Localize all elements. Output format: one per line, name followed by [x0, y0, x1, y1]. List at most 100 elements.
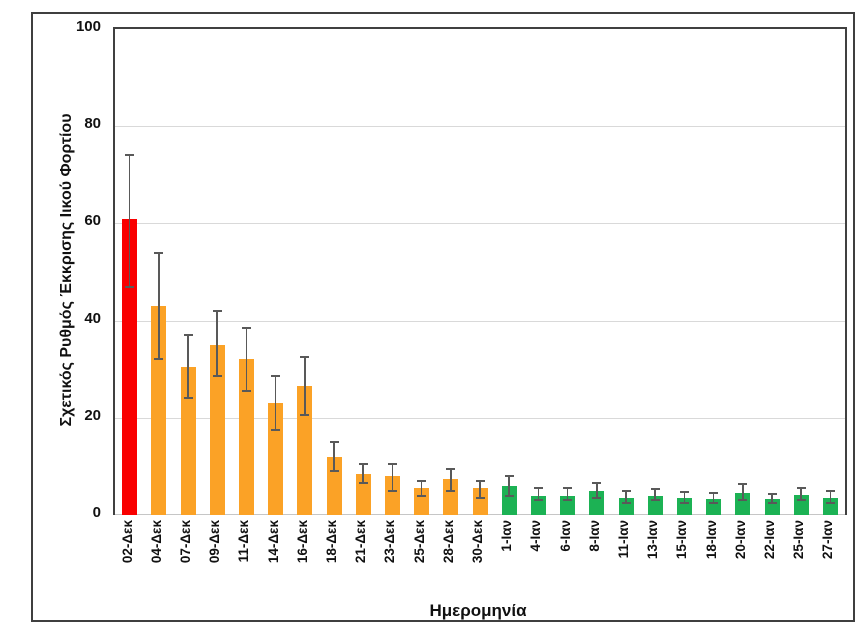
bar: [122, 218, 138, 515]
x-tick-label: 02-Δεκ: [119, 520, 135, 564]
bar: [151, 306, 167, 515]
y-tick-label: 20: [84, 406, 101, 424]
error-bar: [771, 493, 773, 504]
error-bar: [625, 490, 627, 503]
error-bar-cap: [329, 470, 339, 473]
x-tick-label: 22-Ιαν: [762, 520, 777, 560]
bar: [589, 490, 605, 515]
error-bar-cap: [387, 489, 397, 492]
error-bar-cap: [212, 309, 222, 312]
x-tick-label: 23-Δεκ: [382, 520, 398, 564]
error-bar-cap: [387, 462, 397, 465]
error-bar: [479, 480, 481, 498]
error-bar: [596, 483, 598, 498]
error-bar-cap: [709, 502, 719, 505]
x-tick-label: 1-Ιαν: [499, 520, 515, 552]
error-bar-cap: [446, 467, 456, 470]
y-tick-label: 100: [75, 18, 101, 35]
x-tick-label: 8-Ιαν: [586, 520, 602, 552]
x-tick-label: 18-Ιαν: [703, 520, 719, 560]
error-bar-cap: [767, 492, 777, 495]
bar: [384, 476, 400, 515]
bar: [268, 403, 284, 515]
error-bar-cap: [563, 499, 573, 502]
error-bar: [683, 492, 686, 503]
error-bar-cap: [738, 483, 748, 486]
error-bar: [450, 468, 452, 491]
error-bar-cap: [241, 390, 251, 393]
error-bar-cap: [825, 501, 835, 504]
bar: [735, 493, 751, 515]
error-bar-cap: [446, 489, 456, 492]
error-bar: [391, 463, 394, 491]
y-axis-title: Σχετικός Ρυθμός Έκκρισης Ιικού Φορτίου: [58, 113, 75, 427]
x-tick-label: 11-Ιαν: [616, 520, 631, 559]
gridline: [115, 223, 845, 225]
error-bar-cap: [592, 482, 602, 485]
error-bar: [742, 484, 744, 501]
error-bar: [304, 357, 306, 416]
error-bar-cap: [358, 482, 368, 485]
x-tick-label: 6-Ιαν: [557, 520, 573, 552]
error-bar: [274, 376, 277, 430]
bar: [180, 366, 196, 515]
error-bar-cap: [271, 428, 281, 431]
x-tick-label: 13-Ιαν: [645, 520, 661, 560]
x-tick-label: 04-Δεκ: [148, 520, 164, 564]
error-bar-cap: [475, 479, 485, 482]
error-bar: [362, 463, 364, 484]
error-bar-cap: [300, 356, 310, 359]
error-bar-cap: [271, 375, 281, 378]
error-bar: [654, 489, 656, 501]
x-tick-label: 11-Δεκ: [236, 520, 252, 563]
error-bar-cap: [679, 501, 689, 504]
error-bar-cap: [709, 492, 719, 495]
error-bar: [420, 480, 423, 496]
error-bar-cap: [417, 494, 427, 497]
error-bar: [508, 476, 510, 496]
bar: [297, 386, 313, 515]
error-bar-cap: [358, 462, 368, 465]
error-bar-cap: [738, 499, 748, 502]
error-bar-cap: [125, 285, 135, 288]
error-bar-cap: [183, 397, 193, 400]
x-axis-title: Ημερομηνία: [429, 601, 527, 620]
error-bar-cap: [241, 326, 251, 329]
error-bar: [128, 155, 131, 287]
error-bar: [245, 327, 248, 392]
x-tick-label: 14-Δεκ: [265, 520, 281, 564]
error-bar-cap: [650, 488, 660, 491]
x-tick-label: 30-Δεκ: [470, 520, 485, 564]
error-bar-cap: [650, 499, 660, 502]
error-bar-cap: [329, 441, 339, 444]
error-bar-cap: [533, 499, 543, 502]
error-bar: [712, 493, 715, 504]
x-tick-label: 4-Ιαν: [528, 520, 544, 552]
error-bar: [800, 488, 802, 501]
plot-area: [113, 27, 847, 515]
error-bar-cap: [621, 501, 631, 504]
x-tick-label: 27-Ιαν: [820, 520, 836, 560]
error-bar-cap: [796, 487, 806, 490]
error-bar-cap: [504, 475, 514, 478]
error-bar: [829, 491, 832, 503]
error-bar: [158, 252, 160, 360]
error-bar-cap: [825, 490, 835, 493]
x-tick-label: 25-Δεκ: [411, 520, 427, 564]
error-bar-cap: [592, 496, 602, 499]
error-bar-cap: [212, 375, 222, 378]
x-tick-label: 09-Δεκ: [207, 520, 223, 564]
y-tick-label: 40: [84, 309, 101, 327]
error-bar-cap: [417, 479, 427, 482]
error-bar-cap: [154, 251, 164, 254]
x-tick-label: 07-Δεκ: [178, 520, 193, 564]
bar: [209, 344, 225, 515]
chart-figure: 0 20 40 60 80 100 02-Δεκ 04-Δεκ 07-Δεκ 09-Δεκ 11-…: [31, 12, 855, 622]
error-bar-cap: [475, 496, 485, 499]
error-bar: [537, 488, 540, 501]
bar: [472, 488, 488, 515]
error-bar-cap: [767, 502, 777, 505]
error-bar-cap: [183, 334, 193, 337]
error-bar-cap: [679, 491, 689, 494]
bar: [501, 485, 517, 515]
